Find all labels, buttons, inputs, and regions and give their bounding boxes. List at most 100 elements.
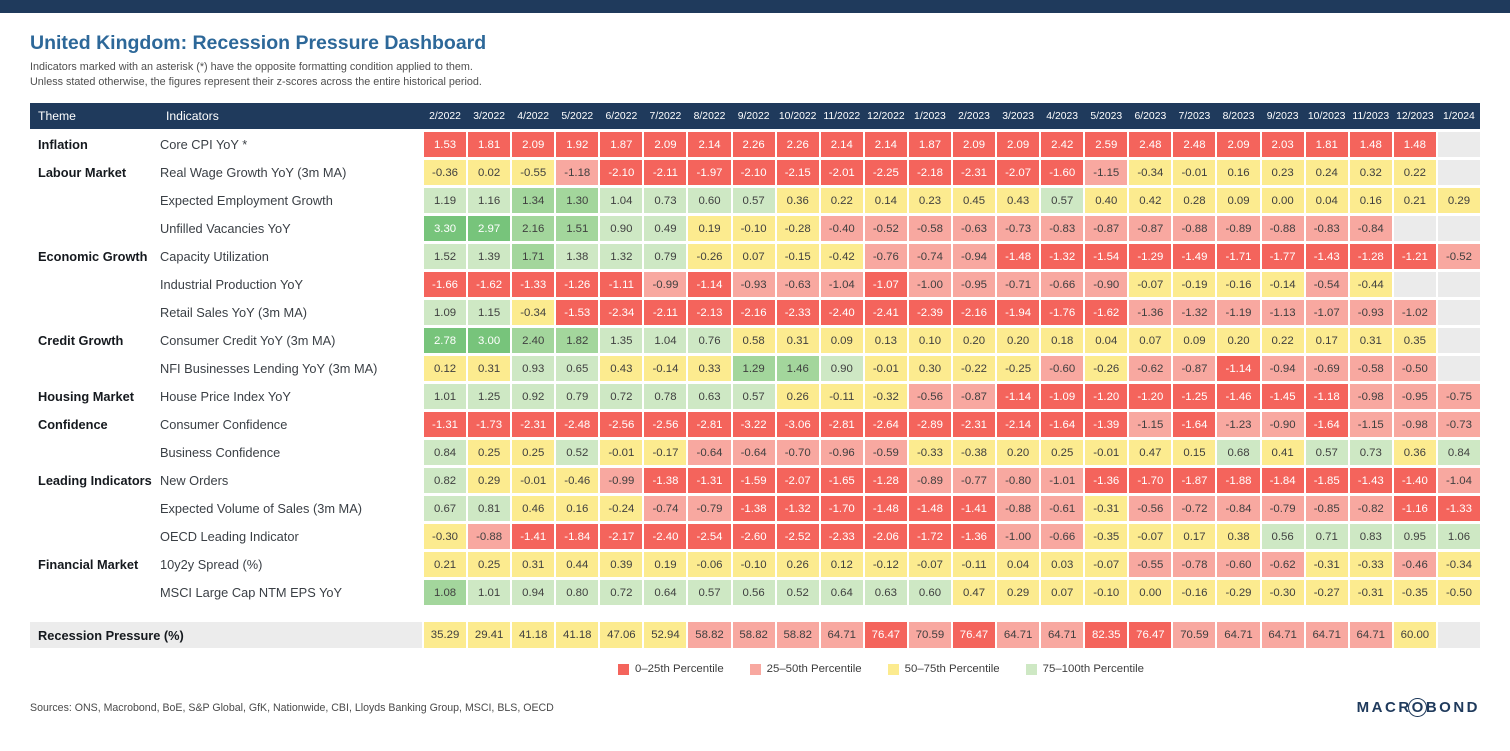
heatmap-cell: -1.11	[600, 272, 643, 298]
heatmap-cell: -0.63	[952, 216, 996, 242]
heatmap-cell: -0.27	[1305, 580, 1348, 606]
heatmap-cell: -0.38	[952, 440, 996, 466]
heatmap-cell: 3.00	[468, 328, 511, 354]
month-column-header: 4/2023	[1046, 110, 1079, 122]
heatmap-cell: -0.80	[997, 468, 1040, 494]
heatmap-cell: -0.93	[1349, 300, 1392, 326]
heatmap-cell: -0.06	[688, 552, 731, 578]
heatmap-cell: 0.72	[600, 384, 643, 410]
heatmap-cell: -1.19	[1217, 300, 1260, 326]
heatmap-cell: -2.39	[908, 300, 951, 326]
heatmap-cell: -1.25	[1173, 384, 1216, 410]
heatmap-cell: 58.82	[688, 622, 731, 649]
month-column-header: 2/2023	[958, 110, 990, 122]
heatmap-cell: 1.81	[1305, 132, 1348, 158]
indicator-label: Expected Employment Growth	[160, 193, 333, 209]
heatmap-row: Expected Volume of Sales (3m MA) 0.67 0.81…	[30, 496, 1480, 522]
heatmap-cell: 41.18	[556, 622, 599, 649]
heatmap-cell: -1.53	[556, 300, 599, 326]
theme-label: Financial Market	[38, 557, 139, 573]
heatmap-cell: 0.07	[1041, 580, 1084, 606]
heatmap-cell: 0.39	[600, 552, 643, 578]
heatmap-cell: 0.25	[512, 440, 555, 466]
heatmap-cell: 2.97	[468, 216, 511, 242]
heatmap-cell: -2.31	[512, 412, 555, 438]
heatmap-cell: -0.88	[468, 524, 511, 550]
heatmap-cell: -2.31	[952, 412, 996, 438]
heatmap-cell: -0.90	[1261, 412, 1304, 438]
heatmap-cell: -1.07	[1305, 300, 1348, 326]
heatmap-cell: -0.64	[688, 440, 731, 466]
heatmap-cell: -0.34	[1437, 552, 1480, 578]
heatmap-cell: 0.56	[1261, 524, 1304, 550]
heatmap-cell: 0.22	[1261, 328, 1304, 354]
heatmap-cell: -1.33	[512, 272, 555, 298]
heatmap-cell: 1.04	[644, 328, 687, 354]
heatmap-cell: -0.10	[732, 216, 775, 242]
heatmap-cell: -1.18	[1305, 384, 1348, 410]
heatmap-cell: 0.16	[1349, 188, 1392, 214]
heatmap-cell: 0.22	[1393, 160, 1436, 186]
heatmap-cell: -1.70	[820, 496, 863, 522]
heatmap-cell: 76.47	[952, 622, 996, 649]
heatmap-cell: -0.84	[1217, 496, 1260, 522]
heatmap-cell: -0.66	[1041, 524, 1084, 550]
heatmap-cell: -2.31	[952, 160, 996, 186]
heatmap-cell: 2.14	[688, 132, 731, 158]
heatmap-cell: -0.75	[1437, 384, 1480, 410]
heatmap-cell	[1437, 216, 1480, 242]
heatmap-cell	[1437, 160, 1480, 186]
heatmap-cell: 0.36	[1393, 440, 1436, 466]
theme-label	[30, 440, 156, 465]
heatmap-cell: 0.41	[1261, 440, 1304, 466]
heatmap-cell	[1437, 272, 1480, 298]
heatmap-cell: 0.43	[997, 188, 1040, 214]
heatmap-cell: 58.82	[776, 622, 819, 649]
heatmap-cell: -1.09	[1041, 384, 1084, 410]
month-column-header: 2/2022	[429, 110, 461, 122]
indicator-label: Core CPI YoY *	[160, 137, 248, 153]
heatmap-cell: -2.64	[864, 412, 907, 438]
heatmap-cell: -0.30	[424, 524, 467, 550]
heatmap-cell: 2.09	[512, 132, 555, 158]
theme-label: Confidence	[38, 417, 108, 433]
heatmap-cell: -0.35	[1085, 524, 1128, 550]
heatmap-cell: -0.84	[1349, 216, 1392, 242]
heatmap-cell: -1.04	[1437, 468, 1480, 494]
month-column-header: 8/2022	[693, 110, 726, 122]
heatmap-cell: -0.35	[1393, 580, 1436, 606]
heatmap-cell: 1.01	[468, 580, 511, 606]
heatmap-cell: -0.19	[1173, 272, 1216, 298]
indicator-label: OECD Leading Indicator	[160, 529, 299, 545]
heatmap-cell: -1.38	[644, 468, 687, 494]
heatmap-cell: -0.60	[1041, 356, 1084, 382]
dashboard-content: United Kingdom: Recession Pressure Dashb…	[0, 32, 1510, 717]
heatmap-cell: 3.30	[424, 216, 467, 242]
heatmap-cell: 0.84	[1437, 440, 1480, 466]
heatmap-cell: -0.66	[1041, 272, 1084, 298]
heatmap-cell: -1.84	[556, 524, 599, 550]
heatmap-cell: -2.56	[600, 412, 643, 438]
heatmap-cell: 0.65	[556, 356, 599, 382]
heatmap-cell: -2.89	[908, 412, 951, 438]
heatmap-cell: -0.55	[1129, 552, 1172, 578]
heatmap-cell: 0.92	[512, 384, 555, 410]
heatmap-cell: -1.14	[997, 384, 1040, 410]
heatmap-cell: 1.06	[1437, 524, 1480, 550]
heatmap-cell: 2.59	[1085, 132, 1128, 158]
heatmap-cell: 1.35	[600, 328, 643, 354]
logo-text-pre: MACR	[1356, 699, 1412, 717]
heatmap-cell: 0.42	[1129, 188, 1172, 214]
heatmap-row: Labour Market Real Wage Growth YoY (3m MA…	[30, 160, 1480, 186]
heatmap-cell: 1.48	[1393, 132, 1436, 158]
heatmap-cell: -0.87	[1085, 216, 1128, 242]
heatmap-cell: -0.83	[1041, 216, 1084, 242]
heatmap-cell: 0.63	[688, 384, 731, 410]
heatmap-cell: 64.71	[1305, 622, 1348, 649]
heatmap-cell: -1.94	[997, 300, 1040, 326]
heatmap-cell: 70.59	[1173, 622, 1216, 649]
heatmap-cell: 64.71	[1041, 622, 1084, 649]
heatmap-cell: 1.29	[732, 356, 775, 382]
heatmap-cell: -1.48	[908, 496, 951, 522]
heatmap-cell: -1.18	[556, 160, 599, 186]
